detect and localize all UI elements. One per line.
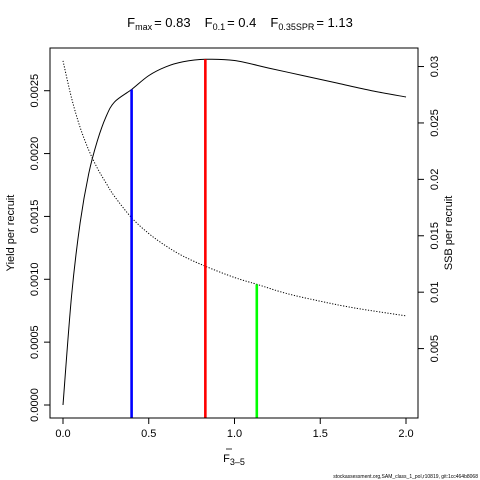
x-tick-label-1: 0.5 [141,428,156,440]
y-axis-right-title: SSB per recruit [443,196,455,271]
x-axis-title-sub: 3–5 [230,457,245,467]
y-axis-left-title: Yield per recruit [5,195,17,272]
reference-lines-layer [130,59,259,418]
y-left-tick-label-2: 0.0010 [29,262,41,296]
title-f01-label: F [205,15,213,30]
title-fmax-value: = 0.83 [154,15,191,30]
x-tick-label-2: 1.0 [227,428,242,440]
title-f01-sub: 0.1 [213,22,226,32]
yield-per-recruit-line [62,58,407,406]
x-axis-title-main: F [223,453,230,465]
y-right-tick-label-0: 0.005 [429,335,441,363]
axes-layer: 0.0 0.5 1.0 1.5 2.0 0.0000 0.0005 0.0010 0.0015 0… [29,56,441,440]
x-axis-title: F3–5 [223,453,245,467]
title-f01-value: = 0.4 [227,15,256,30]
title-fspr-label: F [270,15,278,30]
y-left-tick-label-0: 0.0000 [29,388,41,422]
title-fmax-sub: max [135,22,153,32]
title-fspr-sub: 0.35SPR [278,22,315,32]
y-right-tick-label-2: 0.015 [429,222,441,250]
y-right-tick-label-5: 0.03 [429,56,441,77]
y-right-tick-label-3: 0.02 [429,169,441,190]
title-fmax-label: F [127,15,135,30]
footer-source: stockassessment.org,SAM_class_1_pol,r108… [333,474,478,480]
y-left-tick-label-1: 0.0005 [29,325,41,359]
y-right-tick-label-4: 0.025 [429,109,441,137]
y-left-tick-label-5: 0.0025 [29,74,41,108]
chart-title: Fmax = 0.83 F0.1 = 0.4 F0.35SPR = 1.13 [127,15,353,32]
y-left-tick-label-4: 0.0020 [29,137,41,171]
y-right-tick-label-1: 0.01 [429,281,441,302]
title-fspr-value: = 1.13 [316,15,353,30]
ssb-per-recruit-line [62,60,407,317]
x-tick-label-4: 2.0 [398,428,413,440]
y-left-tick-label-3: 0.0015 [29,200,41,234]
x-tick-label-3: 1.5 [313,428,328,440]
series-layer [62,58,407,406]
x-tick-label-0: 0.0 [55,428,70,440]
